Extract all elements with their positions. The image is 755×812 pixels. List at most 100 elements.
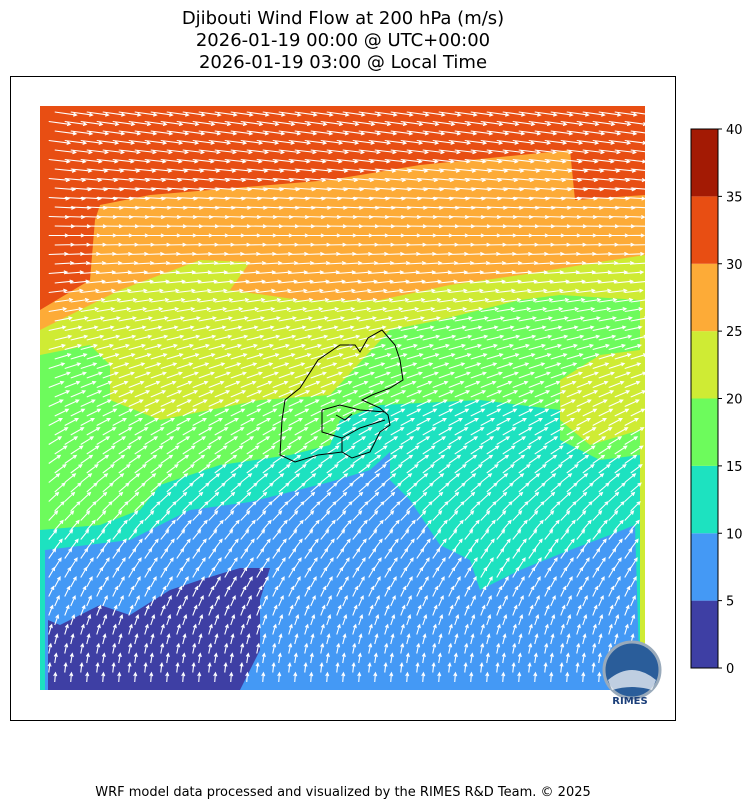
wind-arrow xyxy=(112,399,128,408)
wind-arrow xyxy=(342,297,362,303)
wind-arrow xyxy=(486,614,492,626)
wind-arrow xyxy=(582,130,606,136)
wind-arrow xyxy=(384,307,404,313)
wind-arrow xyxy=(230,594,236,607)
wind-arrow xyxy=(278,390,295,398)
wind-arrow xyxy=(496,491,508,502)
wind-arrow xyxy=(614,500,625,512)
wind-arrow xyxy=(208,362,226,370)
wind-arrow xyxy=(384,623,389,635)
wind-arrow xyxy=(576,362,594,370)
wind-arrow xyxy=(336,642,341,654)
wind-arrow xyxy=(502,390,519,398)
wind-arrow xyxy=(598,519,608,531)
wind-arrow xyxy=(464,491,476,502)
wind-arrow xyxy=(134,371,151,379)
wind-arrow xyxy=(85,652,90,664)
wind-arrow xyxy=(464,547,473,559)
wind-arrow xyxy=(358,353,376,360)
wind-arrow xyxy=(150,130,174,136)
title-line: 2026-01-19 00:00 @ UTC+00:00 xyxy=(196,30,490,51)
wind-arrow xyxy=(198,130,222,136)
wind-arrow xyxy=(400,454,414,464)
wind-arrow xyxy=(598,575,605,588)
wind-arrow xyxy=(70,427,85,436)
wind-arrow xyxy=(198,297,218,303)
wind-arrow xyxy=(550,500,561,512)
wind-arrow xyxy=(438,463,451,474)
wind-arrow xyxy=(294,594,300,607)
wind-arrow xyxy=(480,585,487,597)
wind-arrow xyxy=(96,604,102,616)
wind-arrow xyxy=(384,604,390,616)
wind-arrow xyxy=(598,463,611,474)
wind-arrow xyxy=(502,297,522,303)
wind-arrow xyxy=(422,297,442,303)
wind-arrow xyxy=(256,510,267,521)
wind-arrow xyxy=(262,594,268,607)
wind-arrow xyxy=(454,500,465,512)
wind-arrow xyxy=(128,399,144,408)
wind-arrow xyxy=(182,482,194,493)
wind-arrow xyxy=(469,652,474,664)
wind-arrow xyxy=(470,371,487,379)
wind-arrow xyxy=(592,528,602,540)
colorbar-tick-label: 0 xyxy=(726,662,734,677)
wind-arrow xyxy=(512,623,517,635)
wind-arrow xyxy=(246,149,269,155)
wind-arrow xyxy=(400,642,405,654)
wind-arrow xyxy=(486,500,497,512)
wind-arrow xyxy=(624,380,641,389)
wind-arrow xyxy=(550,633,555,645)
wind-arrow xyxy=(310,538,319,550)
wind-arrow xyxy=(213,671,218,683)
logo-text: RIMES xyxy=(612,696,647,707)
wind-arrow xyxy=(512,325,531,332)
wind-arrow xyxy=(102,408,118,417)
wind-arrow xyxy=(102,316,121,322)
wind-arrow xyxy=(566,633,571,645)
wind-arrow xyxy=(134,334,153,341)
wind-arrow xyxy=(592,473,605,483)
wind-arrow xyxy=(160,642,165,654)
wind-arrow xyxy=(518,390,535,398)
wind-arrow xyxy=(287,662,292,673)
wind-arrow xyxy=(240,566,248,578)
wind-arrow xyxy=(528,528,538,540)
wind-arrow xyxy=(102,575,109,588)
wind-arrow xyxy=(166,390,183,398)
wind-arrow xyxy=(214,614,220,626)
wind-arrow xyxy=(112,585,119,597)
wind-arrow xyxy=(102,371,119,379)
wind-arrow xyxy=(614,390,631,398)
wind-arrow xyxy=(128,417,143,426)
wind-arrow xyxy=(64,158,87,164)
wind-arrow xyxy=(192,380,209,389)
wind-arrow xyxy=(48,325,67,332)
wind-arrow xyxy=(144,139,168,145)
wind-arrow xyxy=(480,528,490,540)
colorbar-tick-label: 10 xyxy=(726,527,743,542)
wind-arrow xyxy=(166,408,182,417)
wind-arrow xyxy=(214,130,238,136)
wind-arrow xyxy=(416,307,436,313)
wind-arrow xyxy=(240,491,252,502)
wind-arrow xyxy=(262,149,285,155)
wind-arrow xyxy=(534,538,543,550)
wind-arrow xyxy=(96,547,105,559)
wind-arrow xyxy=(464,139,488,145)
wind-arrow xyxy=(422,111,446,117)
wind-arrow xyxy=(86,149,109,155)
wind-arrow xyxy=(230,614,236,626)
wind-arrow xyxy=(374,614,380,626)
wind-arrow xyxy=(438,500,449,512)
wind-arrow xyxy=(368,158,391,164)
wind-arrow xyxy=(112,604,118,616)
wind-arrow xyxy=(416,604,422,616)
wind-arrow xyxy=(128,454,142,464)
wind-arrow xyxy=(342,538,351,550)
wind-arrow xyxy=(134,390,151,398)
wind-arrow xyxy=(240,399,256,408)
wind-arrow xyxy=(326,463,339,474)
wind-arrow xyxy=(96,380,113,389)
